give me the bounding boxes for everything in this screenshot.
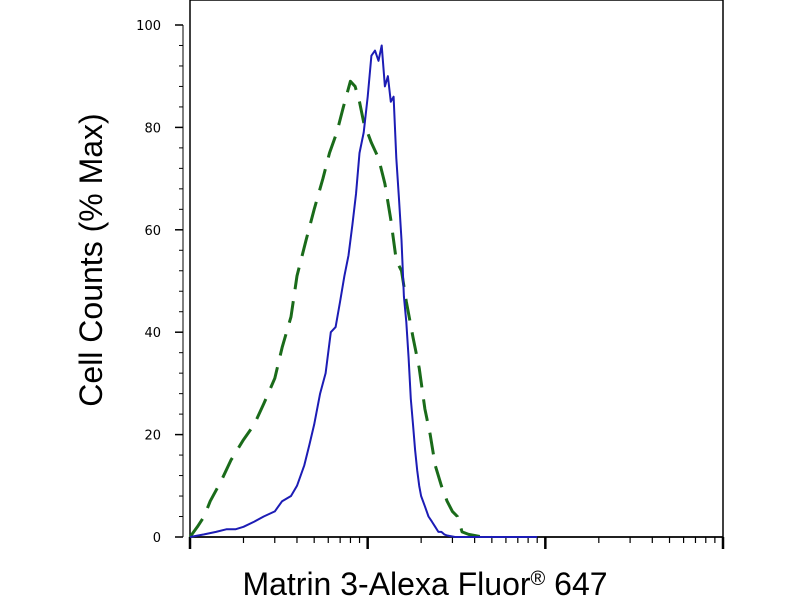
y-tick-label: 20 [144,429,161,444]
x-axis-title-main: Matrin 3-Alexa Fluor [242,566,530,600]
series-layer [188,44,538,539]
x-axis-title: Matrin 3-Alexa Fluor® 647 [242,566,607,600]
y-tick-label: 40 [144,326,161,341]
x-axis-title-suffix: 647 [545,566,607,600]
y-axis-title: Cell Counts (% Max) [73,113,109,406]
y-tick-label: 60 [144,224,161,239]
x-axis-title-mark: ® [531,568,546,590]
y-tick-label: 0 [153,531,161,546]
y-axis-ticks: 0 20 40 60 80 100 [136,19,184,546]
y-tick-label: 100 [136,19,161,34]
y-tick-label: 80 [144,121,161,136]
stained-histogram-line [189,44,538,538]
plot-frame [189,0,724,538]
control-histogram-line [188,79,492,539]
x-axis-ticks [188,537,725,549]
